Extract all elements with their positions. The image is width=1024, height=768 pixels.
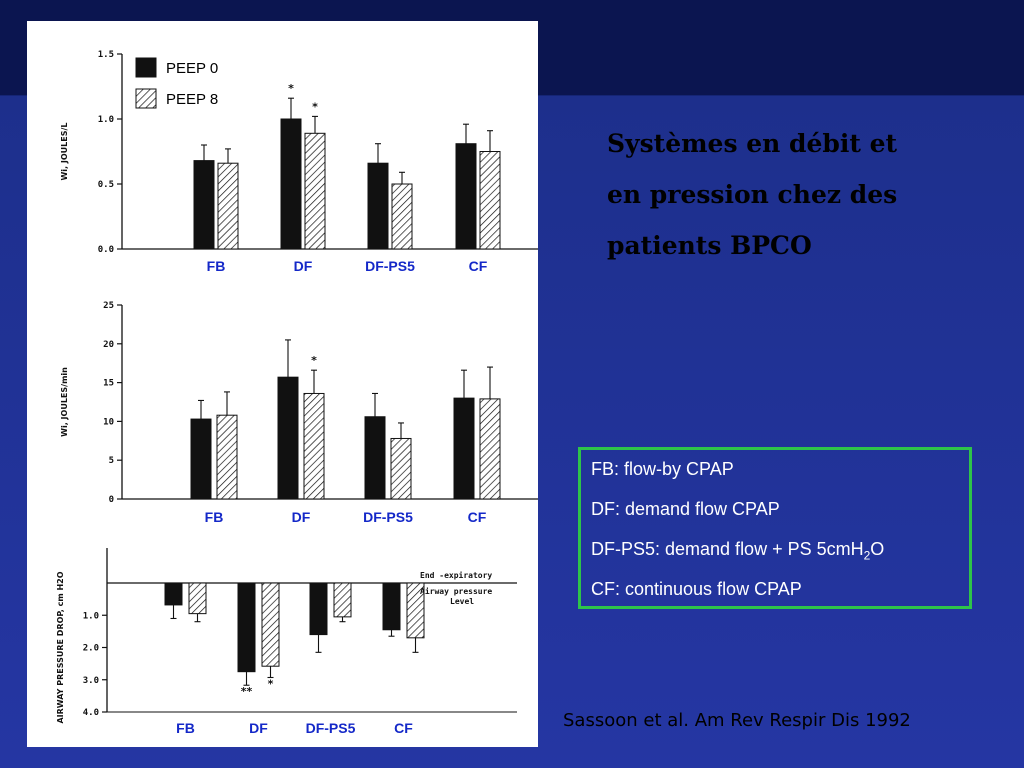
chart-1-category-label-cf: CF [469, 258, 488, 274]
chart-1-category-label-df: DF [294, 258, 313, 274]
chart-3-bar-peep-8-df-ps5 [333, 582, 352, 618]
title-line-2: en pression chez des [607, 180, 898, 209]
chart-1-bar-peep-0-df-ps5 [367, 162, 389, 250]
legend-line-dfps5-sub: 2 [863, 548, 871, 563]
chart-3-bar-peep-8-df [261, 582, 280, 667]
chart-3-bar-peep-0-df-ps5 [309, 582, 328, 636]
chart-1-tick-label: 0.0 [98, 245, 114, 255]
legend-label-peep-8: PEEP 8 [166, 91, 218, 108]
chart-2-tick-label: 0 [109, 495, 114, 505]
chart-3-bar-peep-0-cf [382, 582, 401, 631]
citation: Sassoon et al. Am Rev Respir Dis 1992 [563, 710, 911, 731]
chart-2-bar-peep-8-df [303, 392, 325, 500]
chart-2-category-label-df: DF [292, 509, 311, 525]
chart-2-tick-label: 20 [103, 340, 114, 350]
chart-2-category-label-df-ps5: DF-PS5 [363, 509, 413, 525]
chart-2-tick-label: 25 [103, 301, 114, 311]
legend-swatch-peep-8 [135, 88, 157, 109]
legend-swatch-peep-0 [135, 57, 157, 78]
chart-2-bar-peep-0-fb [190, 418, 212, 500]
chart-1-bar-peep-8-df [304, 132, 326, 250]
chart-3-category-label-fb: FB [176, 720, 195, 736]
abbreviation-legend-box: FB: flow-by CPAP DF: demand flow CPAP DF… [578, 447, 972, 609]
chart-1-bar-peep-0-df [280, 118, 302, 250]
chart-1-category-label-df-ps5: DF-PS5 [365, 258, 415, 274]
chart-1-tick-label: 0.5 [98, 180, 114, 190]
legend-line-dfps5-pre: DF-PS5: demand flow + PS 5cmH [591, 539, 864, 559]
chart-3-category-label-cf: CF [394, 720, 413, 736]
chart-2-bar-peep-0-df-ps5 [364, 416, 386, 500]
chart-2-category-label-cf: CF [468, 509, 487, 525]
chart-2-bar-peep-8-df-ps5 [390, 437, 412, 500]
chart-2-category-label-fb: FB [205, 509, 224, 525]
chart-3-reference-note: Airway pressure [420, 586, 492, 596]
chart-2-significance-mark: * [311, 354, 317, 367]
chart-3-bar-peep-8-fb [188, 582, 207, 615]
chart-1-bar-peep-0-cf [455, 143, 477, 250]
legend-line-dfps5-post: O [870, 539, 885, 559]
chart-2-bar-peep-8-cf [479, 398, 501, 500]
chart-3-tick-label: 4.0 [83, 708, 99, 718]
legend-line-dfps5: DF-PS5: demand flow + PS 5cmH2O [591, 539, 884, 563]
chart-1-bar-peep-8-df-ps5 [391, 183, 413, 250]
chart-panel: 0.0 0.5 1.0 1.5 Wi, JOULES/L FB * * DF DF-PS5 CF PE… [27, 21, 538, 747]
chart-1-significance-mark: * [312, 100, 318, 113]
chart-3-tick-label: 2.0 [83, 644, 99, 654]
chart-3-y-axis-label: AIRWAY PRESSURE DROP, cm H2O [56, 571, 65, 723]
legend-label-peep-0: PEEP 0 [166, 60, 218, 77]
legend-line-fb: FB: flow-by CPAP [591, 459, 734, 479]
chart-3-tick-label: 1.0 [83, 611, 99, 621]
chart-3-category-label-df-ps5: DF-PS5 [306, 720, 356, 736]
legend-line-df: DF: demand flow CPAP [591, 499, 780, 519]
chart-2-tick-label: 15 [103, 379, 114, 389]
chart-2-tick-label: 5 [109, 456, 114, 466]
chart-2-tick-label: 10 [103, 417, 114, 427]
chart-3-tick-label: 3.0 [83, 676, 99, 686]
charts-svg: 0.00.51.01.5Wi, JOULES/LFB**DF DF-PS5 CFPE… [56, 50, 538, 736]
chart-1-tick-label: 1.5 [98, 50, 114, 60]
chart-3-significance-mark: * [268, 677, 274, 690]
chart-3-bar-peep-0-fb [164, 582, 183, 606]
chart-3-category-label-df: DF [249, 720, 268, 736]
legend-line-cf: CF: continuous flow CPAP [591, 579, 802, 599]
chart-2-bar-peep-0-df [277, 376, 299, 500]
chart-3-reference-note: Level [450, 597, 474, 606]
chart-1-bar-peep-0-fb [193, 160, 215, 250]
slide-title: Systèmes en débit et en pression chez de… [607, 118, 987, 271]
chart-1-bar-peep-8-fb [217, 162, 239, 250]
chart-2-bar-peep-8-fb [216, 414, 238, 500]
chart-1-category-label-fb: FB [207, 258, 226, 274]
chart-2-y-axis-label: Wi, JOULES/min [60, 367, 69, 437]
chart-3-reference-note: End -expiratory [420, 570, 492, 580]
chart-3-significance-mark: ** [241, 685, 253, 698]
chart-1-bar-peep-8-cf [479, 151, 501, 250]
chart-3-bar-peep-0-df [237, 582, 256, 673]
chart-1-significance-mark: * [288, 82, 294, 95]
chart-1-y-axis-label: Wi, JOULES/L [60, 122, 69, 180]
chart-1-tick-label: 1.0 [98, 115, 114, 125]
title-line-1: Systèmes en débit et [607, 129, 898, 158]
chart-2-bar-peep-0-cf [453, 397, 475, 500]
title-line-3: patients BPCO [607, 231, 812, 260]
